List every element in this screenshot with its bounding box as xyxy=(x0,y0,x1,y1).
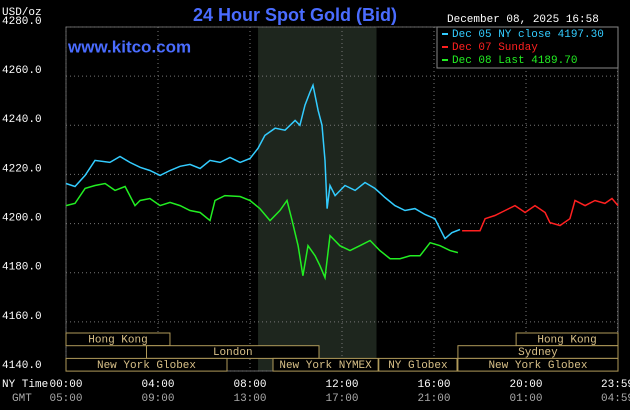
legend-label: Dec 05 NY close 4197.30 xyxy=(452,29,604,41)
session-box xyxy=(146,345,320,359)
x-row-label: GMT xyxy=(12,393,32,405)
session-label: New York Globex xyxy=(488,360,587,372)
session-label: London xyxy=(213,347,253,359)
x-tick-label: 20:00 xyxy=(509,379,542,391)
y-tick-label: 4200.0 xyxy=(2,212,42,224)
gmt-tick-label: 05:00 xyxy=(49,393,82,405)
session-label: NY Globex xyxy=(388,360,448,372)
session-label: New York Globex xyxy=(97,360,196,372)
x-tick-label: 08:00 xyxy=(233,379,266,391)
gmt-tick-label: 04:59 xyxy=(601,393,630,405)
legend-label: Dec 07 Sunday xyxy=(452,42,538,54)
session-box xyxy=(65,357,228,372)
gmt-tick-label: 13:00 xyxy=(233,393,266,405)
gmt-tick-label: 17:00 xyxy=(325,393,358,405)
price-line xyxy=(65,182,459,281)
session-box xyxy=(378,357,458,372)
x-tick-label: 23:59 xyxy=(601,379,630,391)
session-label: Hong Kong xyxy=(88,334,147,346)
gmt-tick-label: 09:00 xyxy=(141,393,174,405)
session-label: New York NYMEX xyxy=(279,360,372,372)
y-tick-label: 4220.0 xyxy=(2,163,42,175)
gmt-tick-label: 21:00 xyxy=(417,393,450,405)
y-tick-label: 4140.0 xyxy=(2,360,42,372)
session-box xyxy=(272,357,379,372)
price-line xyxy=(462,197,619,232)
x-tick-label: 12:00 xyxy=(325,379,358,391)
x-tick-label: 16:00 xyxy=(417,379,450,391)
x-tick-label: 00:00 xyxy=(49,379,82,391)
y-tick-label: 4280.0 xyxy=(2,16,42,28)
site-url: www.kitco.com xyxy=(67,37,191,56)
x-tick-label: 04:00 xyxy=(141,379,174,391)
y-tick-label: 4260.0 xyxy=(2,65,42,77)
nymex-shade xyxy=(258,27,377,371)
session-box xyxy=(457,357,619,372)
session-label: Sydney xyxy=(518,347,558,359)
session-label: Hong Kong xyxy=(537,334,596,346)
session-box xyxy=(65,332,171,347)
gmt-tick-label: 01:00 xyxy=(509,393,542,405)
timestamp: December 08, 2025 16:58 xyxy=(447,14,599,26)
price-line xyxy=(65,82,461,240)
y-tick-label: 4240.0 xyxy=(2,114,42,126)
y-axis-label: USD/oz xyxy=(2,7,42,19)
chart-title: 24 Hour Spot Gold (Bid) xyxy=(193,5,397,25)
legend-label: Dec 08 Last 4189.70 xyxy=(452,55,577,67)
y-tick-label: 4160.0 xyxy=(2,311,42,323)
x-row-label: NY Time xyxy=(2,379,48,391)
legend-frame xyxy=(436,26,619,69)
y-tick-label: 4180.0 xyxy=(2,262,42,274)
